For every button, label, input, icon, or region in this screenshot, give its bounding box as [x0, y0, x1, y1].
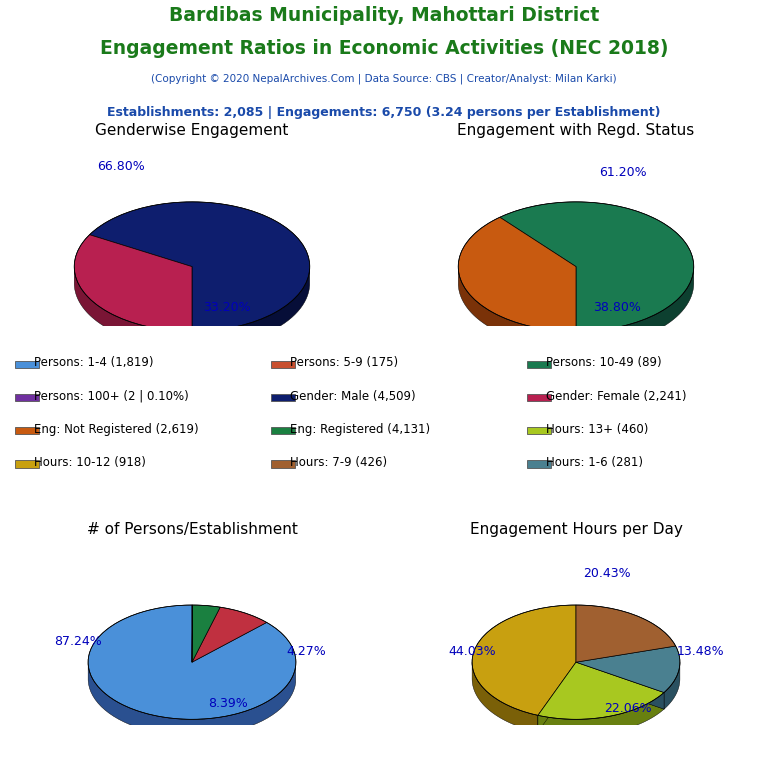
Bar [528, 460, 551, 468]
Text: 4.27%: 4.27% [286, 645, 326, 658]
Text: Persons: 5-9 (175): Persons: 5-9 (175) [290, 356, 399, 369]
Text: 66.80%: 66.80% [98, 160, 145, 173]
Text: 33.20%: 33.20% [204, 301, 251, 314]
Polygon shape [576, 605, 676, 662]
Polygon shape [192, 269, 310, 348]
Text: 61.20%: 61.20% [599, 166, 647, 179]
Text: Persons: 10-49 (89): Persons: 10-49 (89) [546, 356, 662, 369]
Polygon shape [90, 202, 310, 332]
Polygon shape [192, 605, 220, 662]
Polygon shape [458, 217, 576, 332]
Text: Persons: 100+ (2 | 0.10%): Persons: 100+ (2 | 0.10%) [35, 389, 189, 402]
Title: # of Persons/Establishment: # of Persons/Establishment [87, 522, 297, 538]
Bar [15, 360, 38, 368]
Polygon shape [576, 662, 664, 709]
Polygon shape [576, 662, 664, 709]
Polygon shape [664, 662, 680, 709]
Text: 8.39%: 8.39% [208, 697, 248, 710]
Bar [271, 360, 295, 368]
Text: 87.24%: 87.24% [54, 635, 101, 648]
Text: Hours: 7-9 (426): Hours: 7-9 (426) [290, 456, 388, 469]
Bar [15, 460, 38, 468]
Text: Eng: Registered (4,131): Eng: Registered (4,131) [290, 423, 431, 435]
Title: Engagement with Regd. Status: Engagement with Regd. Status [458, 123, 694, 137]
Bar [15, 427, 38, 435]
Text: Gender: Female (2,241): Gender: Female (2,241) [546, 389, 687, 402]
Text: 20.43%: 20.43% [584, 568, 631, 581]
Polygon shape [500, 202, 694, 332]
Text: Hours: 10-12 (918): Hours: 10-12 (918) [35, 456, 146, 469]
Polygon shape [538, 662, 576, 732]
Title: Engagement Hours per Day: Engagement Hours per Day [469, 522, 683, 538]
Text: Establishments: 2,085 | Engagements: 6,750 (3.24 persons per Establishment): Establishments: 2,085 | Engagements: 6,7… [108, 106, 660, 119]
Text: Persons: 1-4 (1,819): Persons: 1-4 (1,819) [35, 356, 154, 369]
Polygon shape [458, 269, 576, 348]
Text: 44.03%: 44.03% [449, 645, 496, 658]
Text: Eng: Not Registered (2,619): Eng: Not Registered (2,619) [35, 423, 199, 435]
Text: 13.48%: 13.48% [677, 645, 724, 658]
Polygon shape [472, 663, 538, 732]
Polygon shape [88, 664, 296, 736]
Bar [528, 360, 551, 368]
Polygon shape [472, 605, 576, 715]
Text: Bardibas Municipality, Mahottari District: Bardibas Municipality, Mahottari Distric… [169, 6, 599, 25]
Bar [271, 427, 295, 435]
Polygon shape [538, 693, 664, 736]
Text: (Copyright © 2020 NepalArchives.Com | Data Source: CBS | Creator/Analyst: Milan : (Copyright © 2020 NepalArchives.Com | Da… [151, 74, 617, 84]
Polygon shape [576, 267, 694, 348]
Polygon shape [538, 662, 576, 732]
Bar [271, 394, 295, 402]
Text: Gender: Male (4,509): Gender: Male (4,509) [290, 389, 416, 402]
Bar [271, 460, 295, 468]
Text: Hours: 13+ (460): Hours: 13+ (460) [546, 423, 649, 435]
Polygon shape [74, 267, 192, 348]
Text: Hours: 1-6 (281): Hours: 1-6 (281) [546, 456, 644, 469]
Polygon shape [538, 662, 664, 720]
Text: 22.06%: 22.06% [604, 703, 652, 716]
Text: Engagement Ratios in Economic Activities (NEC 2018): Engagement Ratios in Economic Activities… [100, 39, 668, 58]
Bar [15, 394, 38, 402]
Polygon shape [88, 605, 296, 720]
Polygon shape [74, 235, 192, 332]
Bar [528, 427, 551, 435]
Polygon shape [192, 607, 266, 662]
Bar [528, 394, 551, 402]
Title: Genderwise Engagement: Genderwise Engagement [95, 123, 289, 137]
Polygon shape [576, 646, 680, 693]
Text: 38.80%: 38.80% [593, 301, 641, 314]
